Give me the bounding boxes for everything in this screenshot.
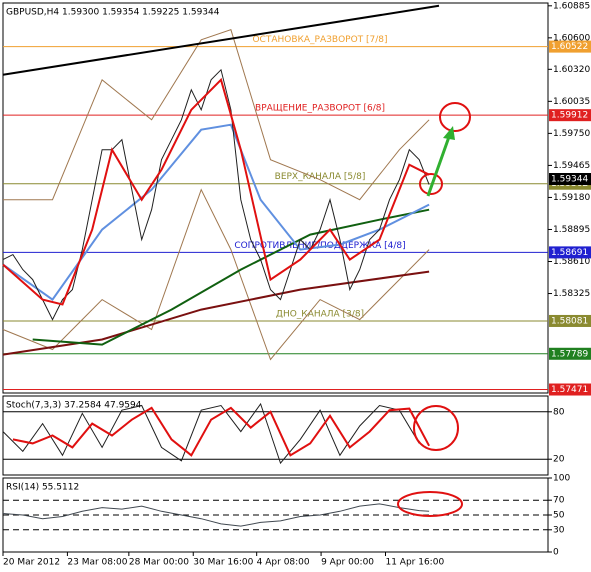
- panel: [2, 395, 549, 476]
- y-tick-label: 1.60885: [553, 1, 590, 11]
- y-tick-label: 1.59750: [553, 129, 590, 139]
- panel: [2, 2, 549, 394]
- y-tick-label: 50: [553, 511, 565, 521]
- panel-title: Stoch(7,3,3) 37.2584 47.9594: [6, 401, 142, 411]
- level-value: 1.59912: [551, 111, 588, 121]
- y-tick-label: 1.58325: [553, 289, 590, 299]
- level-value: 1.57471: [551, 385, 588, 395]
- series-line: [2, 503, 430, 527]
- y-tick-label: 1.59465: [553, 161, 590, 171]
- level-value: 1.58081: [551, 316, 588, 326]
- level-label: ВРАЩЕНИЕ_РАЗВОРОТ [6/8]: [255, 104, 385, 114]
- y-tick-label: 1.58610: [553, 257, 590, 267]
- level-box: [549, 347, 591, 360]
- level-label: ДНО_КАНАЛА [3/8]: [276, 309, 364, 319]
- level-box: [549, 314, 591, 327]
- level-label: ВЕРХ_КАНАЛА [5/8]: [275, 172, 366, 182]
- level-box: [549, 40, 591, 53]
- level-value: 1.57789: [551, 349, 588, 359]
- level-box: [549, 246, 591, 259]
- y-tick-label: 1.60320: [553, 65, 590, 75]
- y-tick-label: 1.60035: [553, 97, 590, 107]
- y-tick-label: 30: [553, 525, 565, 535]
- level-box: [549, 383, 591, 396]
- y-tick-label: 70: [553, 496, 565, 506]
- series-line: [2, 123, 430, 301]
- level-value: 1.58691: [551, 248, 588, 258]
- series-line: [2, 77, 430, 306]
- series-line: [2, 188, 430, 361]
- level-label: ОСТАНОВКА_РАЗВОРОТ [7/8]: [252, 35, 387, 45]
- y-tick-label: 1.60600: [553, 33, 590, 43]
- x-tick-label: 9 Apr 00:00: [321, 558, 374, 568]
- y-tick-label: 1.58895: [553, 225, 590, 235]
- y-tick-label: 0: [553, 548, 559, 558]
- panel-title: RSI(14) 55.5112: [6, 483, 79, 493]
- series-line: [2, 402, 420, 465]
- y-tick-label: 80: [553, 407, 565, 417]
- level-label: СОПРОТИВЛЕНИЕ/ПОДДЕРЖКА [4/8]: [234, 241, 405, 251]
- x-tick-label: 23 Mar 08:00: [67, 558, 127, 568]
- circle-annotation: [439, 102, 471, 132]
- panel-title: GBPUSD,H4 1.59300 1.59354 1.59225 1.5934…: [6, 8, 220, 18]
- level-box: [549, 109, 591, 122]
- x-tick-label: 20 Mar 2012: [3, 558, 60, 568]
- arrow: [426, 133, 452, 197]
- series-line: [12, 406, 430, 457]
- circle-annotation: [397, 491, 463, 517]
- y-tick-label: 100: [553, 474, 570, 484]
- annotations: [397, 102, 471, 517]
- x-tick-label: 30 Mar 16:00: [193, 558, 253, 568]
- y-tick-label: 20: [553, 455, 565, 465]
- y-tick-label: 1.59180: [553, 193, 590, 203]
- circle-annotation: [419, 173, 443, 195]
- current-price: 1.59344: [551, 175, 588, 185]
- series-line: [2, 4, 440, 76]
- series-line: [2, 270, 430, 356]
- x-tick-label: 4 Apr 08:00: [257, 558, 310, 568]
- price-box: [549, 173, 591, 186]
- circle-annotation: [413, 405, 459, 451]
- series-line: [2, 68, 430, 321]
- series-line: [3, 29, 430, 201]
- series-line: [32, 208, 430, 346]
- x-tick-label: 28 Mar 00:00: [129, 558, 189, 568]
- x-tick-label: 11 Apr 16:00: [385, 558, 444, 568]
- arrow-head: [443, 126, 455, 140]
- level-value: 1.60522: [551, 42, 588, 52]
